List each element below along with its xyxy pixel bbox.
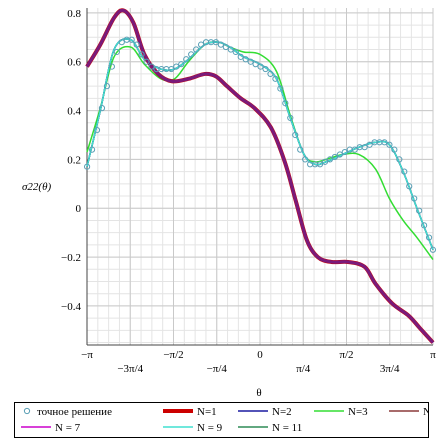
exact-solution-point — [321, 158, 329, 165]
series-line-N7-overlay — [85, 8, 435, 344]
exact-solution-point — [113, 48, 120, 56]
exact-solution-point — [421, 222, 428, 229]
exact-solution-point — [168, 65, 175, 73]
exact-solution-point — [366, 141, 373, 148]
exact-solution-point — [138, 51, 145, 58]
exact-solution-markers — [83, 36, 437, 253]
legend-entry-label: N = 11 — [272, 422, 302, 434]
y-tick-label: 0.4 — [67, 106, 81, 118]
exact-solution-point — [287, 114, 294, 121]
exact-solution-point — [267, 70, 274, 78]
exact-solution-point — [242, 56, 249, 63]
tick-labels: 0.8 0.6 0.4 0.2 0 −0.2 −0.4 −π −3π/4 −π/2 −π/4 0 π/4… — [61, 8, 436, 375]
exact-solution-point — [108, 63, 115, 70]
legend-marker-swatch — [23, 407, 31, 415]
exact-solution-point — [351, 146, 358, 153]
exact-solution-point — [232, 48, 239, 56]
exact-solution-point — [341, 148, 348, 156]
exact-solution-point — [227, 46, 234, 53]
legend-entry-label: N=3 — [348, 406, 368, 418]
exact-solution-point — [316, 161, 324, 168]
exact-solution-point — [381, 139, 388, 146]
exact-solution-point — [336, 151, 343, 158]
legend-entry-label: N=1 — [197, 406, 217, 418]
exact-solution-point — [391, 146, 398, 153]
exact-solution-point — [247, 58, 254, 65]
exact-solution-point — [103, 83, 111, 90]
x-tick-label: π — [430, 349, 436, 361]
x-tick-label: 3π/4 — [380, 363, 400, 375]
exact-solution-point — [257, 63, 264, 70]
x-axis-label: θ — [256, 387, 261, 399]
legend-entry-label: N = 9 — [197, 422, 223, 434]
legend-entry-label: точное решение — [37, 406, 112, 418]
exact-solution-point — [406, 183, 413, 190]
exact-solution-point — [93, 127, 101, 134]
exact-solution-point — [361, 144, 368, 151]
y-axis-label: σ22(θ) — [22, 181, 51, 193]
grid-lines — [86, 8, 434, 345]
exact-solution-point — [197, 41, 205, 48]
legend: точное решение N=1 N=2 N=3 N=5 N = 7 N = 9 N = … — [14, 402, 443, 438]
x-tick-label: π/2 — [339, 349, 353, 361]
exact-solution-point — [83, 163, 91, 170]
x-tick-label: −π/2 — [163, 349, 183, 361]
exact-solution-point — [193, 46, 200, 53]
legend-entry-label: N=2 — [272, 406, 292, 418]
y-tick-label: 0.8 — [67, 8, 81, 20]
exact-solution-point — [326, 156, 334, 163]
exact-solution-point — [178, 61, 185, 68]
exact-solution-point — [128, 36, 135, 43]
exact-solution-point — [401, 168, 408, 175]
exact-solution-point — [237, 53, 244, 60]
exact-solution-point — [212, 39, 220, 46]
exact-solution-point — [277, 85, 284, 92]
x-tick-label: −3π/4 — [117, 363, 143, 375]
exact-solution-point — [331, 153, 338, 161]
exact-solution-point — [429, 246, 437, 253]
exact-solution-point — [217, 41, 225, 48]
exact-solution-point — [292, 131, 299, 139]
series-line-N3 — [86, 41, 434, 260]
exact-solution-point — [386, 141, 393, 148]
exact-solution-point — [425, 234, 433, 241]
exact-solution-point — [302, 156, 309, 163]
y-tick-label: 0 — [76, 203, 82, 215]
exact-solution-point — [262, 65, 269, 73]
exact-solution-point — [98, 105, 106, 112]
exact-solution-point — [272, 75, 279, 82]
exact-solution-point — [188, 51, 195, 58]
x-tick-label: π/4 — [296, 363, 311, 375]
exact-solution-point — [297, 146, 304, 153]
exact-solution-point — [148, 63, 155, 70]
exact-solution-point — [173, 63, 180, 70]
exact-solution-point — [252, 61, 259, 68]
exact-solution-point — [282, 100, 289, 107]
exact-solution-point — [88, 146, 96, 153]
y-tick-label: 0.2 — [67, 154, 81, 166]
exact-solution-point — [396, 156, 403, 163]
x-tick-label: −π — [81, 349, 93, 361]
exact-solution-point — [143, 58, 150, 65]
legend-svg: точное решение N=1 N=2 N=3 N=5 N = 7 N = 9 N = … — [21, 406, 443, 434]
exact-solution-point — [411, 195, 418, 202]
y-tick-label: −0.4 — [61, 301, 81, 313]
exact-solution-point — [183, 56, 190, 63]
exact-solution-point — [133, 41, 140, 48]
legend-entry-label: N = 7 — [55, 422, 81, 434]
exact-solution-point — [222, 43, 229, 51]
legend-entry-label: N=5 — [423, 406, 428, 418]
exact-solution-point — [416, 207, 423, 214]
y-tick-label: −0.2 — [61, 252, 81, 264]
exact-solution-point — [118, 39, 125, 46]
x-tick-label: 0 — [257, 349, 263, 361]
y-tick-label: 0.6 — [67, 57, 81, 69]
x-tick-label: −π/4 — [207, 363, 228, 375]
